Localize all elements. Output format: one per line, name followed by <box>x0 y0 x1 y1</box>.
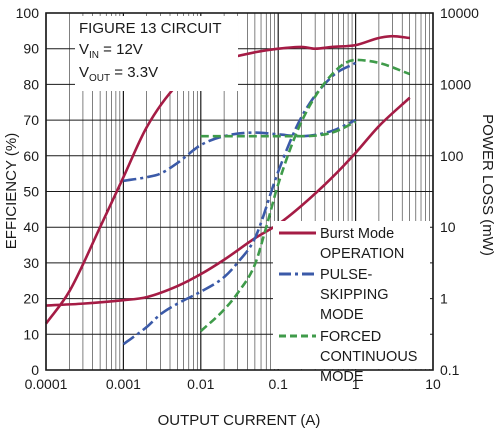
left-axis-tick-label: 70 <box>23 112 39 128</box>
legend-label-pulse-skipping-2: SKIPPING <box>320 287 389 303</box>
right-axis-tick-label: 1000 <box>440 76 471 92</box>
right-axis-tick-label: 10000 <box>440 5 479 21</box>
right-axis-tick-label: 1 <box>440 291 448 307</box>
x-axis-tick-label: 0.01 <box>187 376 214 392</box>
efficiency-dashed-series-line <box>200 120 357 138</box>
left-axis-tick-label: 40 <box>23 219 39 235</box>
power_loss-solid-series-line <box>45 96 411 307</box>
legend: Burst Mode OPERATION PULSE- SKIPPING MOD… <box>273 221 430 385</box>
legend-label-burst-mode-1: Burst Mode <box>320 226 394 242</box>
legend-label-pulse-skipping-3: MODE <box>320 307 364 323</box>
legend-label-pulse-skipping-1: PULSE- <box>320 267 373 283</box>
power_loss-dashed-series-line <box>199 58 411 333</box>
y-axis-title: EFFICIENCY (%) <box>3 133 20 249</box>
vout-value: = 3.3V <box>110 64 158 81</box>
legend-label-forced-continuous-3: MODE <box>320 369 364 385</box>
legend-label-forced-continuous-1: FORCED <box>320 329 381 345</box>
right-axis-tick-label: 100 <box>440 148 464 164</box>
vin-value: = 12V <box>99 41 143 58</box>
circuit-annotation: FIGURE 13 CIRCUIT VIN = 12V VOUT = 3.3V <box>75 16 238 91</box>
x-axis-ticks: 0.0001 0.001 0.01 0.1 1 10 <box>25 376 441 392</box>
legend-label-burst-mode-2: OPERATION <box>320 246 404 262</box>
left-axis-ticks: 0 10 20 30 40 50 60 70 80 90 100 <box>16 5 40 378</box>
legend-background <box>273 221 430 369</box>
x-axis-tick-label: 1 <box>352 376 360 392</box>
annotation-vout: VOUT = 3.3V <box>79 64 158 84</box>
left-axis-tick-label: 30 <box>23 255 39 271</box>
legend-label-forced-continuous-2: CONTINUOUS <box>320 349 417 365</box>
right-axis-ticks: 0.1 1 10 100 1000 10000 <box>440 5 479 378</box>
left-axis-tick-label: 20 <box>23 291 39 307</box>
left-axis-tick-label: 100 <box>16 5 40 21</box>
right-axis-tick-label: 10 <box>440 219 456 235</box>
annotation-figure: FIGURE 13 CIRCUIT <box>79 20 222 37</box>
vin-subscript: IN <box>89 50 99 61</box>
vout-subscript: OUT <box>89 73 110 84</box>
left-axis-tick-label: 0 <box>31 362 39 378</box>
x-axis-tick-label: 0.0001 <box>25 376 68 392</box>
right-axis-tick-label: 0.1 <box>440 362 460 378</box>
x-axis-tick-label: 0.1 <box>268 376 288 392</box>
efficiency-solid-series-line <box>44 34 410 325</box>
vout-symbol: V <box>79 64 89 81</box>
left-axis-tick-label: 90 <box>23 41 39 57</box>
left-axis-tick-label: 10 <box>23 326 39 342</box>
vin-symbol: V <box>79 41 89 58</box>
efficiency-dashdot-series-line <box>123 118 357 183</box>
x-axis-tick-label: 10 <box>425 376 441 392</box>
left-axis-tick-label: 80 <box>23 76 39 92</box>
power_loss-dashdot-series-line <box>122 61 357 346</box>
annotation-vin: VIN = 12V <box>79 41 143 61</box>
y2-axis-title: POWER LOSS (mW) <box>479 114 496 256</box>
x-axis-tick-label: 0.001 <box>106 376 141 392</box>
plot-frame <box>45 12 434 371</box>
x-axis-title: OUTPUT CURRENT (A) <box>158 412 321 429</box>
annotation-background <box>75 16 238 91</box>
left-axis-tick-label: 50 <box>23 184 39 200</box>
left-axis-tick-label: 60 <box>23 148 39 164</box>
chart-curves <box>44 34 411 346</box>
